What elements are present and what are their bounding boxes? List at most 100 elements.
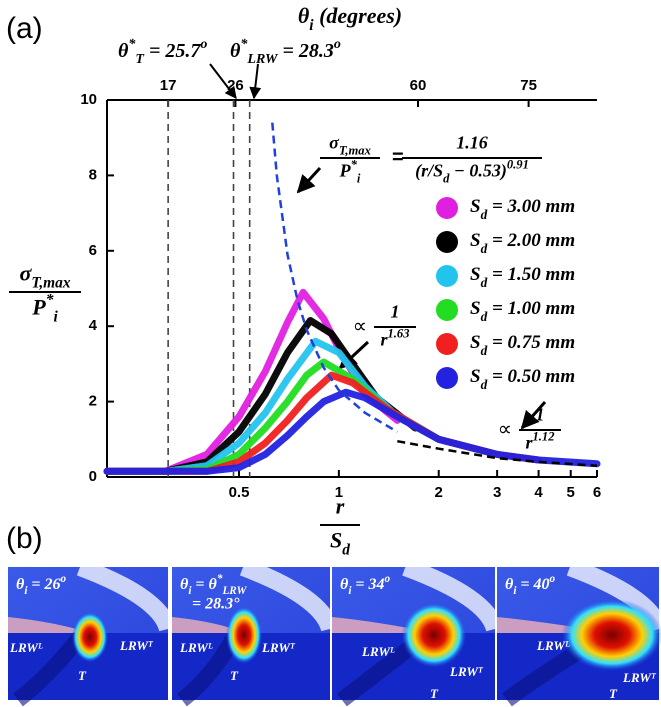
y-axis-label-numerator-part: σ [19,261,32,286]
x-tick-label: 5 [567,484,575,501]
annotation-part: T [135,52,145,67]
annotation-part: * [128,37,136,52]
x-axis-label-denominator-part: S [330,528,342,553]
legend-label-part: d [481,207,488,222]
x-tick-label: 6 [593,484,601,501]
power-law-numerator-part: 1 [536,405,545,425]
region-label: T [430,686,439,701]
formula-equals: = [392,146,404,168]
y-tick-label: 10 [80,91,97,108]
annotation-part: * [240,37,248,52]
formula-lhs-denominator-part: P [339,161,352,181]
annotation-part: = 25.7 [144,40,201,62]
x2-axis-label-part: i [309,17,314,34]
power-law-denominator: r1.63 [380,326,409,349]
legend-label-part: d [481,309,488,324]
series-line [103,371,543,475]
x-tick-label: 3 [493,484,501,501]
y-axis-label-numerator-part: T,max [31,275,71,292]
y-axis-label-denominator-part: P [31,295,46,320]
legend-label-part: d [481,343,488,358]
legend-label-part: S [470,264,481,285]
power-law-denominator-part: 1.12 [532,429,555,443]
region-label: LRWᵀ [449,664,484,679]
formula-rhs-numerator-part: 1.16 [456,133,488,153]
formula-lhs-denominator-part: * [351,157,358,171]
x2-axis-label-part: (degrees) [314,3,403,28]
legend-label-part: = 1.50 mm [487,264,575,285]
x-tick-label: 4 [534,484,543,501]
legend-label: Sd = 0.50 mm [470,366,575,391]
wave-band [172,617,244,633]
panel-title: θi = 40o [505,573,556,597]
region-label: LRWᴸ [179,640,213,655]
simulation-panel [332,558,504,707]
region-label: LRWᵀ [622,670,657,685]
panel-title-part: = 40 [516,576,549,593]
region-label: LRWᵀ [119,638,154,653]
annotation-part: o [334,37,341,52]
legend-label-part: S [470,366,481,387]
annotation-part: = 28.3 [277,40,333,62]
x-axis-label-denominator-part: d [342,542,350,559]
legend-label-part: d [481,275,488,290]
panel-title: θi = 34o [340,573,391,597]
annotation-prefix: ∝ [498,418,512,440]
simulation-panel [497,558,661,707]
y-tick-label: 2 [89,393,97,410]
x2-axis-label: θi (degrees) [298,3,402,34]
legend-label-part: = 0.75 mm [487,332,575,353]
wave-arc [402,558,504,632]
y-tick-label: 4 [89,317,98,334]
stress-hotspot [226,606,262,664]
panel-title: = 28.3° [192,596,240,613]
legend-label-part: S [470,196,481,217]
formula-rhs-denominator-part: 0.91 [507,157,529,171]
power-law-denominator-part: 1.63 [387,326,409,340]
annotation-part: θ [118,40,129,62]
panel-label: (a) [6,12,43,45]
legend-marker [436,231,458,253]
legend-label-part: S [470,332,481,353]
formula-lhs-numerator-part: σ [329,133,340,153]
power-law-numerator: 1 [536,405,545,425]
legend-label: Sd = 3.00 mm [470,196,575,221]
panel-title-part: i [513,585,517,597]
legend-label: Sd = 2.00 mm [470,230,575,255]
formula-lhs-denominator: P*i [339,157,361,185]
arrow [520,401,547,430]
arrow [209,63,237,99]
y-tick-label: 6 [89,242,97,259]
x2-tick-label: 17 [160,77,177,94]
formula-rhs-denominator-part: − 0.53) [449,161,506,182]
region-label: T [78,668,87,683]
x2-axis-label-part: θ [298,3,310,28]
wave-band [8,617,90,633]
formula-lhs-numerator: σT,max [329,133,371,158]
legend-marker [436,299,458,321]
wave-arc [239,558,339,632]
legend-label-part: = 0.50 mm [487,366,575,387]
panel-title-part: θ [16,576,25,593]
panel-title-part: = 34 [351,576,384,593]
annotation: θ*T = 25.7o [118,37,207,67]
x-tick-label: 2 [435,484,443,501]
power-law-numerator: 1 [391,302,400,322]
x-axis-label-numerator-part: r [336,494,345,519]
panel-title-part: θ [180,576,189,593]
panel-title-part: LRW [221,585,247,597]
arrow [249,63,262,100]
power-law-denominator-part: r [380,330,388,350]
panel-title-part: * [217,573,223,585]
y-axis-label-numerator: σT,max [19,261,70,292]
legend-label-part: = 3.00 mm [487,196,575,217]
region-label: T [230,668,239,683]
legend-label-part: S [470,230,481,251]
panel-title-part: o [61,573,67,585]
region-label: T [609,686,618,701]
panel-title-part: θ [340,576,349,593]
legend-label-part: d [481,241,488,256]
y-tick-label: 8 [89,166,97,183]
